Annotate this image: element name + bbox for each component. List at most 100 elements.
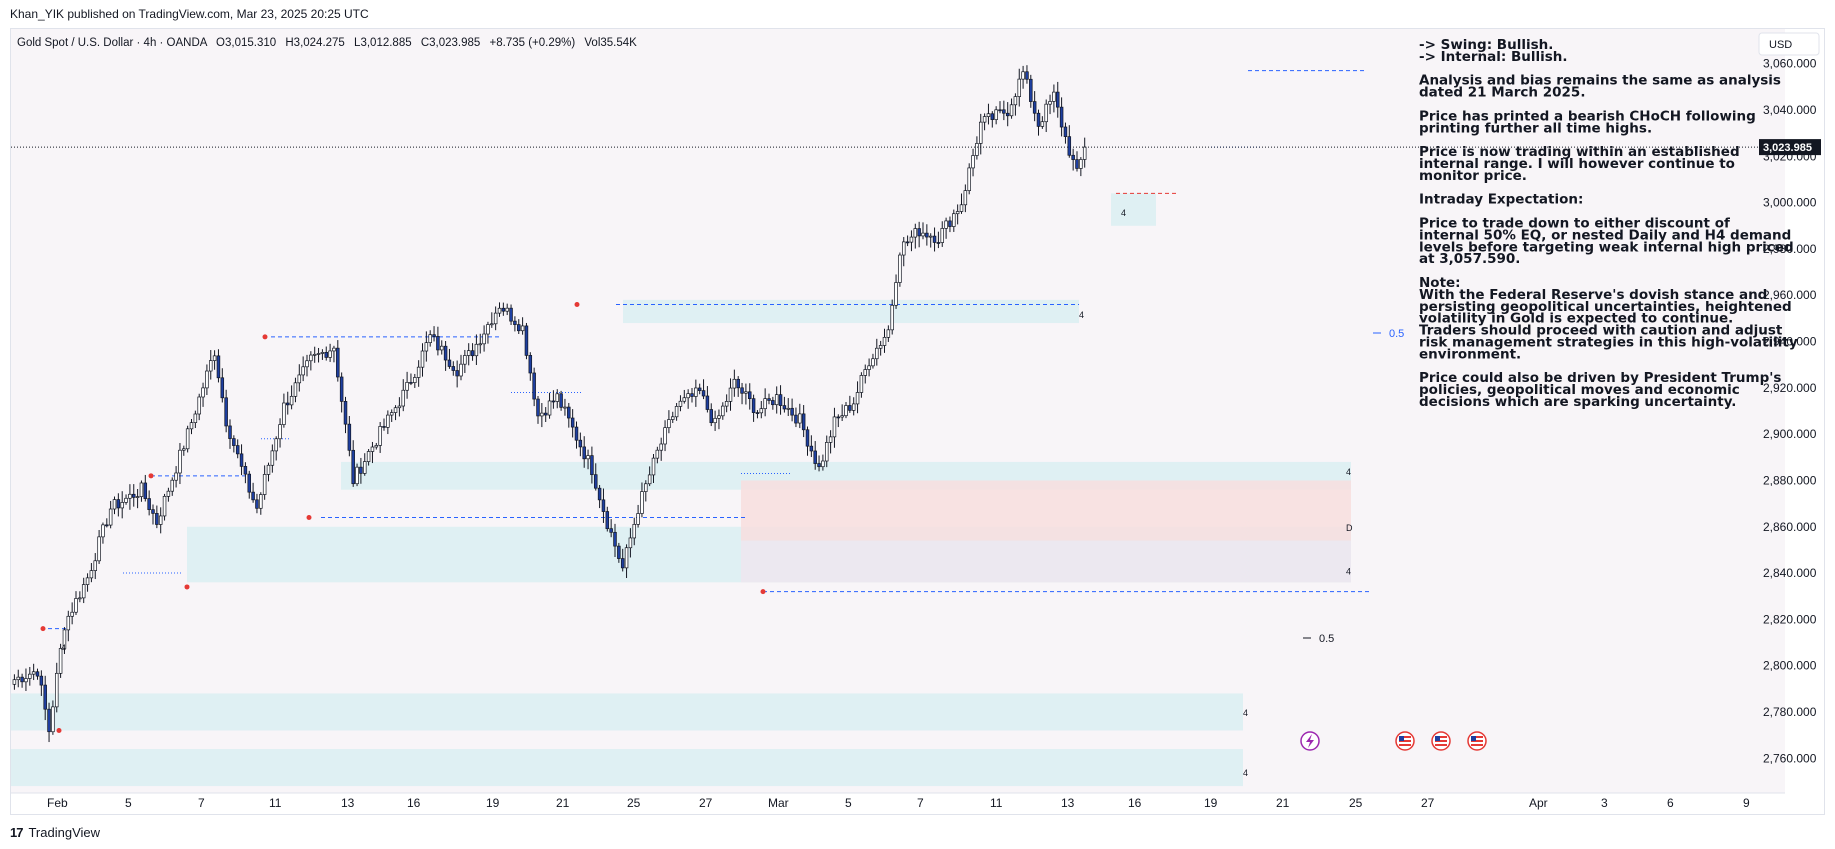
candle-body (721, 405, 725, 417)
candle-body (1005, 112, 1010, 117)
candle-body (782, 405, 787, 410)
volume-label: Vol (584, 37, 600, 49)
us-flag-event-icon[interactable] (1395, 731, 1415, 751)
chart-area[interactable]: 4 4 D 4 4 4 4 4 2,760.000 2,780.000 2,800.000 2,82… (10, 28, 1825, 815)
price-tick-label: 2,800.000 (1763, 659, 1817, 673)
candle-body (628, 537, 633, 549)
note-line: environment. (1419, 346, 1521, 362)
candle-body (54, 672, 59, 708)
swing-points-layer (40, 302, 766, 733)
note-line: at 3,057.590. (1419, 251, 1520, 267)
candle-body (1013, 96, 1018, 106)
candle-body (131, 493, 136, 498)
close-value: 3,023.985 (429, 37, 480, 49)
candle-body (35, 671, 40, 677)
candle-body (617, 545, 621, 559)
note-line: Intraday Expectation: (1419, 192, 1583, 208)
candle-body (694, 387, 698, 397)
candle-body (201, 387, 205, 398)
candle-body (43, 684, 47, 710)
candle-body (701, 390, 706, 397)
candle-body (813, 450, 817, 464)
candle-body (824, 442, 829, 462)
candle-body (278, 424, 282, 440)
candle-body (517, 324, 521, 332)
candle-body (724, 401, 729, 407)
candle-body (474, 343, 479, 357)
us-flag-event-icon[interactable] (1431, 731, 1451, 751)
price-tick-label: 2,980.000 (1763, 242, 1817, 256)
candle-body (16, 676, 20, 681)
candle-body (182, 448, 186, 451)
candle-body (97, 536, 101, 562)
time-tick-label: 27 (1421, 796, 1435, 810)
candle-body (670, 416, 675, 420)
candle-body (690, 393, 694, 397)
candle-body (220, 377, 225, 399)
candle-body (189, 422, 194, 430)
candle-body (193, 413, 198, 424)
us-flag-event-icon[interactable] (1467, 731, 1487, 751)
note-line: printing further all time highs. (1419, 120, 1652, 136)
price-tick-label: 2,780.000 (1763, 705, 1817, 719)
candle-body (978, 121, 983, 144)
candle-body (235, 445, 240, 455)
candle-body (378, 426, 382, 446)
candle-body (262, 474, 267, 495)
price-tick-label: 2,880.000 (1763, 473, 1817, 487)
note-line: dated 21 March 2025. (1419, 85, 1585, 101)
demand-zone (741, 540, 1351, 583)
analysis-notes: -> Swing: Bullish.-> Internal: Bullish. A… (1419, 37, 1798, 410)
candle-body (89, 570, 94, 579)
candle-body (386, 414, 390, 428)
currency-button[interactable]: USD (1758, 32, 1820, 56)
candle-body (644, 483, 648, 492)
candle-body (151, 509, 155, 514)
zone-label: 4 (1121, 208, 1126, 218)
candle-body (105, 524, 109, 527)
swing-point (40, 626, 46, 632)
candle-body (986, 113, 991, 117)
candle-body (848, 405, 852, 411)
candle-body (798, 413, 802, 424)
candle-body (613, 531, 617, 547)
candle-body (413, 377, 417, 383)
note-line: Price could also be driven by President … (1419, 370, 1781, 386)
lightning-event-icon[interactable] (1300, 731, 1320, 751)
candle-body (24, 678, 28, 683)
footer[interactable]: 17 TradingView (10, 820, 100, 844)
event-markers (1300, 731, 1487, 751)
note-line: With the Federal Reserve's dovish stance… (1419, 287, 1767, 303)
candle-body (420, 350, 425, 368)
candle-body (536, 398, 540, 417)
time-tick-label: 16 (1128, 796, 1142, 810)
time-tick-label: 5 (845, 796, 852, 810)
candle-body (78, 597, 82, 600)
candle-body (143, 482, 148, 499)
candle-body (328, 350, 332, 358)
candle-body (320, 352, 325, 354)
candle-body (520, 325, 525, 332)
price-tick-label: 2,940.000 (1763, 335, 1817, 349)
candle-body (567, 406, 571, 419)
price-axis[interactable]: 2,760.000 2,780.000 2,800.000 2,820.000 2,84… (1763, 57, 1817, 766)
candle-body (1021, 71, 1025, 80)
time-axis[interactable]: Feb 5 7 11 13 16 19 21 25 27 Mar 5 7 11 13 16 19 21 25 27 Ap… (11, 792, 1785, 810)
candle-body (39, 675, 44, 686)
candle-body (940, 228, 944, 243)
candle-body (859, 375, 864, 393)
candle-body (547, 400, 552, 416)
time-tick-label: 21 (556, 796, 570, 810)
symbol-legend[interactable]: Gold Spot / U.S. Dollar · 4h · OANDA O3,… (17, 37, 637, 49)
candle-body (1048, 101, 1052, 105)
candle-body (1071, 154, 1075, 160)
price-chart[interactable]: 4 4 D 4 4 4 4 4 2,760.000 2,780.000 2,800.000 2,82… (11, 29, 1826, 816)
candle-body (593, 474, 598, 489)
candle-body (397, 405, 402, 409)
candle-body (162, 495, 167, 517)
candle-body (347, 423, 352, 451)
time-tick-label: 6 (1667, 796, 1674, 810)
candle-body (863, 369, 867, 376)
candle-body (1029, 78, 1033, 102)
candle-body (382, 426, 386, 428)
